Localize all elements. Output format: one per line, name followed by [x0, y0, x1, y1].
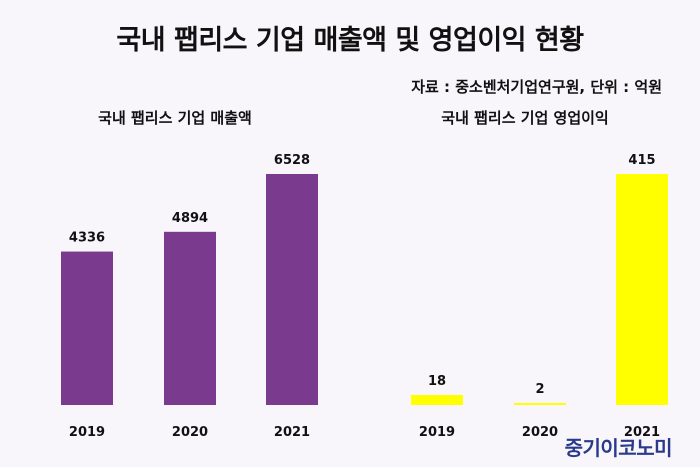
data-label-2021: 415 [628, 153, 655, 168]
page-title: 국내 팹리스 기업 매출액 및 영업이익 현황 [116, 25, 584, 56]
data-label-2019: 4336 [69, 231, 105, 246]
x-tick-label-2019: 2019 [419, 425, 455, 440]
operating-profit-chart-svg: 18 2019 2 2020 415 2021 [411, 153, 668, 440]
x-tick-label-2019: 2019 [69, 425, 105, 440]
data-label-2020: 4894 [172, 211, 208, 226]
bar-2020 [514, 403, 566, 405]
data-label-2021: 6528 [274, 153, 310, 168]
revenue-chart-svg: 4336 2019 4894 2020 6528 2021 [61, 153, 318, 440]
bar-2019 [411, 394, 463, 405]
source-note: 자료 : 중소벤처기업연구원, 단위 : 억원 [411, 78, 662, 96]
x-tick-label-2021: 2021 [274, 425, 310, 440]
revenue-chart-title: 국내 팹리스 기업 매출액 [98, 109, 252, 127]
data-label-2020: 2 [535, 382, 544, 397]
bar-2019 [61, 251, 113, 405]
bar-2021 [616, 174, 668, 405]
x-tick-label-2020: 2020 [522, 425, 558, 440]
bar-2020 [164, 231, 216, 405]
revenue-chart: 국내 팹리스 기업 매출액 4336 2019 4894 2020 6528 2021 [61, 109, 318, 440]
x-tick-label-2020: 2020 [172, 425, 208, 440]
bar-2021 [266, 174, 318, 405]
operating-profit-chart: 국내 팹리스 기업 영업이익 18 2019 2 2020 415 2021 [350, 0, 700, 467]
brand-logo: 중기이코노미 [564, 436, 673, 460]
x-tick-label-2021: 2021 [624, 425, 660, 440]
data-label-2019: 18 [428, 374, 446, 389]
operating-profit-chart-title: 국내 팹리스 기업 영업이익 [441, 109, 609, 127]
